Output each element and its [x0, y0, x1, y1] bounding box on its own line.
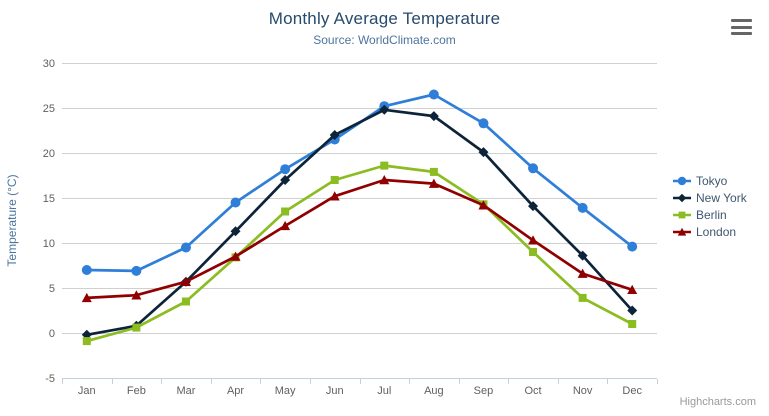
square-marker-icon	[673, 211, 691, 218]
triangle-marker-icon[interactable]	[230, 251, 241, 261]
circle-marker-icon[interactable]	[528, 163, 539, 174]
circle-marker-icon[interactable]	[280, 164, 291, 175]
diamond-marker-icon[interactable]	[478, 147, 489, 158]
legend-item-new-york[interactable]: New York	[673, 189, 747, 206]
circle-marker-icon	[677, 176, 687, 185]
y-axis-label: 5	[49, 283, 55, 295]
y-axis-title: Temperature (°C)	[5, 174, 19, 266]
triangle-marker-icon[interactable]	[379, 175, 390, 185]
x-axis-label: Nov	[573, 385, 593, 397]
x-axis-label: Feb	[127, 385, 146, 397]
legend-label: New York	[696, 190, 747, 205]
x-axis-label: May	[275, 385, 296, 397]
y-axis-label: 20	[43, 148, 55, 160]
square-marker-icon[interactable]	[429, 167, 438, 176]
y-axis-label: -5	[45, 373, 55, 385]
triangle-marker-icon[interactable]	[81, 292, 92, 303]
legend-item-tokyo[interactable]: Tokyo	[673, 172, 747, 189]
hamburger-icon	[731, 32, 752, 35]
x-axis-label: Apr	[227, 385, 244, 397]
y-axis-label: 15	[43, 193, 55, 205]
square-marker-icon[interactable]	[181, 297, 190, 306]
triangle-marker-icon[interactable]	[280, 220, 291, 231]
legend-label: Tokyo	[696, 173, 728, 188]
diamond-marker-icon[interactable]	[528, 201, 539, 212]
x-axis-label: Dec	[622, 385, 642, 397]
circle-marker-icon[interactable]	[230, 197, 241, 208]
x-axis-label: Jan	[78, 385, 96, 397]
diamond-marker-icon[interactable]	[329, 130, 340, 140]
triangle-marker-icon[interactable]	[428, 178, 439, 188]
series-new-york	[81, 104, 638, 340]
triangle-marker-icon[interactable]	[329, 191, 340, 201]
y-axis-label: 25	[43, 103, 55, 115]
circle-marker-icon[interactable]	[577, 202, 588, 213]
x-axis-label: Jul	[377, 385, 391, 397]
y-axis-label: 0	[49, 328, 55, 340]
square-marker-icon[interactable]	[628, 320, 637, 328]
triangle-marker-icon[interactable]	[627, 284, 638, 295]
series-london	[81, 175, 638, 303]
square-marker-icon[interactable]	[380, 161, 389, 170]
triangle-marker-icon	[677, 227, 687, 236]
circle-marker-icon[interactable]	[180, 242, 191, 253]
credits-link[interactable]: Highcharts.com	[679, 396, 756, 408]
square-marker-icon[interactable]	[132, 323, 141, 332]
triangle-marker-icon[interactable]	[180, 276, 191, 286]
triangle-marker-icon[interactable]	[478, 200, 489, 210]
diamond-marker-icon[interactable]	[627, 305, 638, 316]
hamburger-icon	[731, 19, 752, 22]
diamond-marker-icon	[677, 193, 687, 202]
circle-marker-icon[interactable]	[478, 118, 489, 129]
circle-marker-icon[interactable]	[428, 89, 439, 100]
x-axis-label: Aug	[424, 385, 444, 397]
chart-subtitle: Source: WorldClimate.com	[313, 33, 456, 47]
series-line-london[interactable]	[85, 178, 634, 300]
circle-marker-icon	[673, 176, 691, 185]
x-axis-label: Sep	[474, 385, 494, 397]
triangle-marker-icon[interactable]	[577, 268, 588, 278]
series-tokyo	[81, 89, 638, 276]
circle-marker-icon[interactable]	[131, 265, 142, 276]
square-marker-icon[interactable]	[281, 207, 290, 216]
circle-marker-icon[interactable]	[81, 265, 92, 275]
diamond-marker-icon[interactable]	[577, 250, 588, 261]
y-axis-label: 30	[43, 58, 55, 70]
legend: Tokyo New York Berlin London	[673, 172, 747, 240]
hamburger-icon	[731, 25, 752, 29]
legend-label: Berlin	[696, 207, 727, 222]
diamond-marker-icon[interactable]	[280, 175, 291, 185]
series-line-new-york[interactable]	[85, 108, 634, 337]
square-marker-icon[interactable]	[529, 248, 538, 256]
triangle-marker-icon[interactable]	[528, 235, 539, 245]
triangle-marker-icon	[673, 227, 691, 236]
square-marker-icon[interactable]	[82, 337, 91, 346]
x-axis-label: Mar	[176, 385, 195, 397]
diamond-marker-icon[interactable]	[230, 226, 241, 237]
square-marker-icon[interactable]	[578, 293, 587, 302]
square-marker-icon[interactable]	[330, 176, 339, 184]
diamond-marker-icon	[673, 193, 691, 202]
x-axis-label: Oct	[524, 385, 541, 397]
legend-label: London	[696, 224, 737, 239]
y-axis-label: 10	[43, 238, 55, 250]
legend-item-london[interactable]: London	[673, 223, 747, 240]
triangle-marker-icon[interactable]	[131, 290, 142, 300]
export-menu-button[interactable]	[731, 19, 752, 35]
legend-item-berlin[interactable]: Berlin	[673, 206, 747, 223]
x-axis-label: Jun	[326, 385, 344, 397]
series-line-berlin[interactable]	[85, 164, 634, 343]
chart-title: Monthly Average Temperature	[268, 9, 501, 28]
circle-marker-icon[interactable]	[627, 241, 638, 252]
diamond-marker-icon[interactable]	[428, 111, 439, 122]
diamond-marker-icon[interactable]	[379, 104, 390, 115]
square-marker-icon	[678, 211, 686, 218]
